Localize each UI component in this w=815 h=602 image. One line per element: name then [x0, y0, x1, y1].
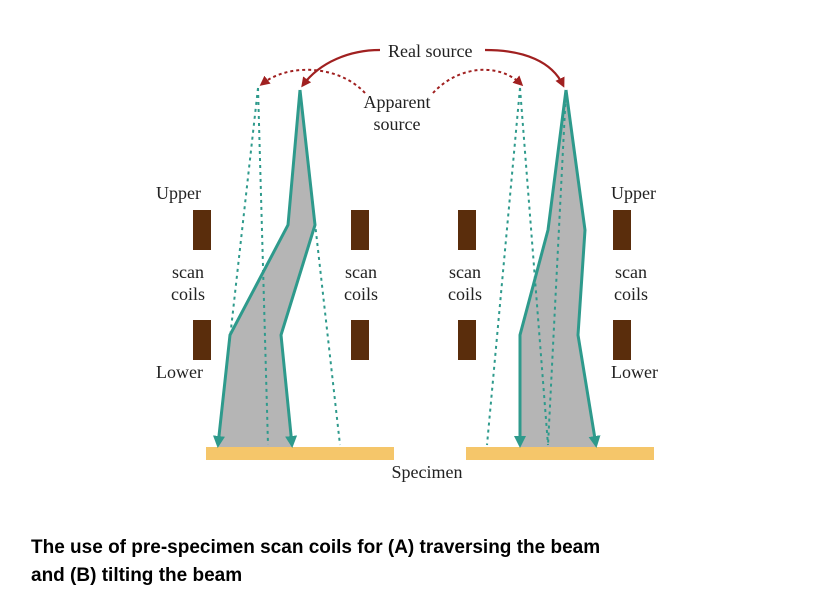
lower-label-right: Lower: [611, 362, 658, 382]
specimen-bar-left: [206, 447, 394, 460]
scan-label-4: scan: [615, 262, 647, 282]
scan-coils-diagram: Real source Apparent source Upper Upper …: [156, 41, 658, 482]
beam-b-dashed-3: [547, 89, 567, 446]
apparent-source-arrow-left: [259, 68, 366, 94]
upper-label-right: Upper: [611, 183, 656, 203]
upper-label-left: Upper: [156, 183, 201, 203]
coils-label-1: coils: [171, 284, 205, 304]
lower-coil-a-right: [351, 320, 369, 360]
upper-coil-b-left: [458, 210, 476, 250]
caption-line-1: The use of pre-specimen scan coils for (…: [31, 537, 601, 558]
apparent-source-label-line2: source: [374, 114, 421, 134]
beam-b-left-edge: [514, 89, 568, 448]
specimen-bar-right: [466, 447, 654, 460]
scan-label-1: scan: [172, 262, 204, 282]
lower-label-left: Lower: [156, 362, 203, 382]
beam-a-right-edge: [279, 89, 317, 448]
scan-label-2: scan: [345, 262, 377, 282]
apparent-source-arrow-right: [432, 68, 524, 94]
caption-line-2: and (B) tilting the beam: [31, 565, 243, 586]
real-source-label: Real source: [388, 41, 472, 61]
beam-b-right-edge: [564, 89, 601, 448]
scan-label-3: scan: [449, 262, 481, 282]
upper-coil-a-left: [193, 210, 211, 250]
real-source-arrow-right: [484, 48, 565, 88]
coils-label-3: coils: [448, 284, 482, 304]
apparent-source-label-line1: Apparent: [364, 92, 431, 112]
beam-a-fill-upper: [288, 90, 315, 225]
coils-label-4: coils: [614, 284, 648, 304]
figure-caption: The use of pre-specimen scan coils for (…: [31, 534, 791, 590]
beam-a-fill-lower: [218, 225, 315, 447]
lower-coil-b-left: [458, 320, 476, 360]
real-source-arrow-left: [301, 48, 381, 88]
lower-coil-a-left: [193, 320, 211, 360]
beam-b-dashed-1: [486, 87, 521, 446]
upper-coil-a-right: [351, 210, 369, 250]
coils-label-2: coils: [344, 284, 378, 304]
specimen-label: Specimen: [392, 462, 463, 482]
upper-coil-b-right: [613, 210, 631, 250]
lower-coil-b-right: [613, 320, 631, 360]
